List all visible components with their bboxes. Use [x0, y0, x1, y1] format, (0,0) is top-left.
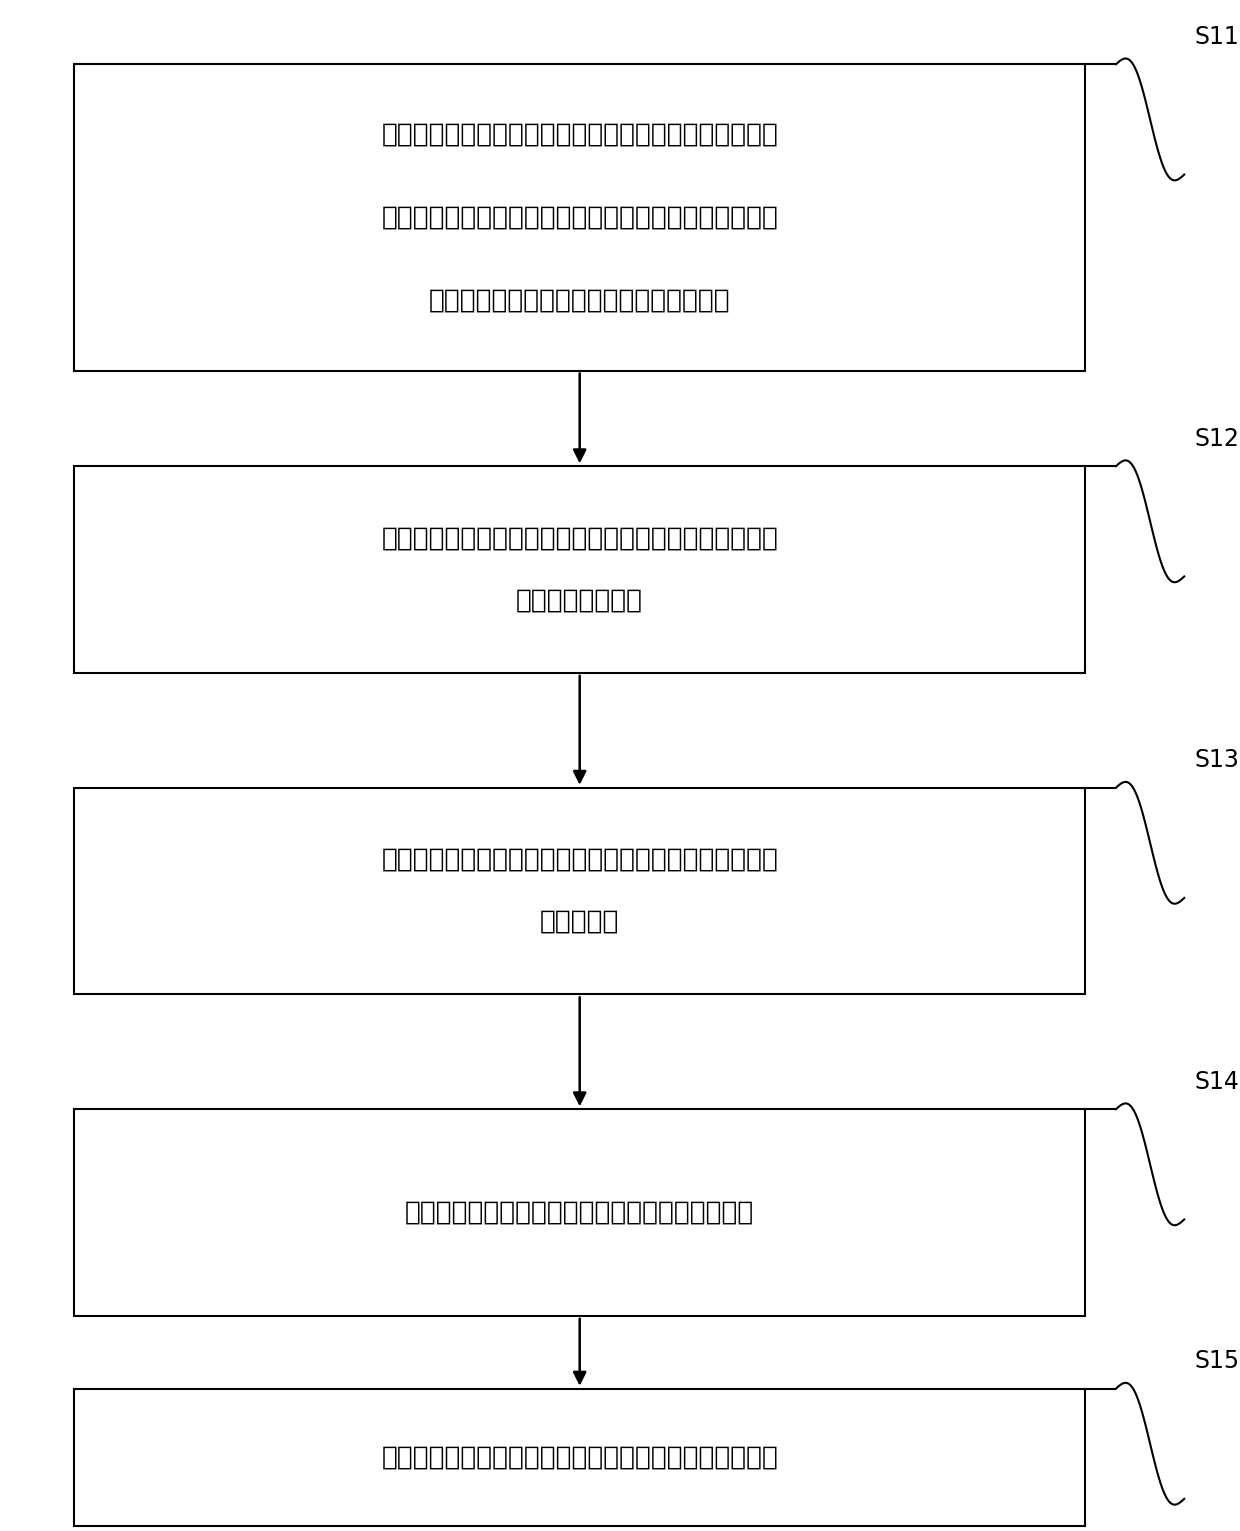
Bar	[74, 1389, 1085, 1526]
Text: S14: S14	[1194, 1070, 1239, 1093]
Bar	[74, 465, 1085, 674]
Text: 从所述完整接触面提取多个角点数据，并基于所述角点数: 从所述完整接触面提取多个角点数据，并基于所述角点数	[381, 525, 779, 551]
Text: 缝合所述多个局部接触面以生成完整接触面: 缝合所述多个局部接触面以生成完整接触面	[429, 288, 730, 312]
Text: S11: S11	[1194, 24, 1239, 49]
Text: 从船舶胎架所支撑的船舶对象模型中提取待与船舶胎架相: 从船舶胎架所支撑的船舶对象模型中提取待与船舶胎架相	[381, 122, 779, 147]
Text: 对应的地面: 对应的地面	[539, 909, 620, 935]
Bar	[74, 64, 1085, 371]
Bar	[74, 787, 1085, 995]
Text: 将所述基面向船舶胎架所在方向偏移一预设距离，以生成: 将所述基面向船舶胎架所在方向偏移一预设距离，以生成	[381, 847, 779, 873]
Text: 基于所述地面生成船舶胎架的支柱胎架和模板胎架: 基于所述地面生成船舶胎架的支柱胎架和模板胎架	[405, 1200, 754, 1225]
Bar	[74, 1108, 1085, 1317]
Text: 接触的多个局部接触面的模型数据，并基于所述模型数据: 接触的多个局部接触面的模型数据，并基于所述模型数据	[381, 205, 779, 230]
Text: S12: S12	[1194, 427, 1239, 450]
Text: S13: S13	[1194, 749, 1239, 772]
Text: S15: S15	[1194, 1349, 1239, 1373]
Text: 据生成对应的基面: 据生成对应的基面	[516, 588, 644, 614]
Text: 生成船舶胎架的可视化多维模型以及船舶胎架的标注信息: 生成船舶胎架的可视化多维模型以及船舶胎架的标注信息	[381, 1445, 779, 1470]
